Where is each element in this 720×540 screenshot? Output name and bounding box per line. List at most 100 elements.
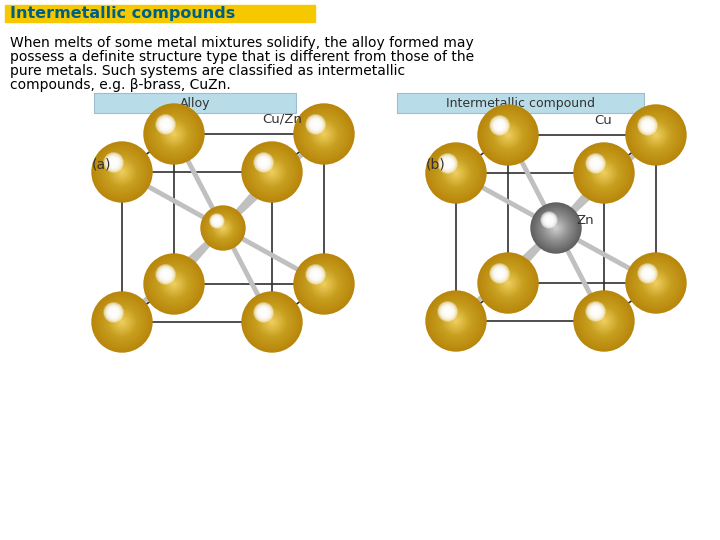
Circle shape <box>310 120 338 147</box>
Circle shape <box>538 210 574 246</box>
Circle shape <box>294 254 354 314</box>
Circle shape <box>149 109 199 159</box>
Circle shape <box>454 171 458 174</box>
Circle shape <box>448 165 464 181</box>
Circle shape <box>448 313 464 329</box>
Circle shape <box>212 215 222 226</box>
Circle shape <box>638 264 657 283</box>
Circle shape <box>149 259 199 309</box>
Circle shape <box>92 292 152 352</box>
Circle shape <box>320 131 328 137</box>
Circle shape <box>251 150 294 194</box>
Circle shape <box>215 219 219 222</box>
Circle shape <box>107 305 121 320</box>
Circle shape <box>169 129 179 139</box>
Circle shape <box>483 258 533 308</box>
Circle shape <box>579 296 629 346</box>
Circle shape <box>306 265 325 284</box>
Circle shape <box>492 266 507 281</box>
Circle shape <box>654 133 657 137</box>
Circle shape <box>256 305 271 320</box>
Circle shape <box>296 106 352 163</box>
Circle shape <box>154 264 194 304</box>
Circle shape <box>438 154 474 191</box>
Circle shape <box>269 319 275 325</box>
Circle shape <box>503 130 513 140</box>
Circle shape <box>153 262 196 306</box>
Circle shape <box>594 163 614 183</box>
Circle shape <box>500 127 516 143</box>
Circle shape <box>644 123 667 147</box>
Circle shape <box>588 156 603 171</box>
Circle shape <box>496 123 520 147</box>
Circle shape <box>439 303 456 320</box>
Circle shape <box>638 265 675 301</box>
Circle shape <box>162 121 169 128</box>
Circle shape <box>491 266 525 300</box>
Circle shape <box>438 302 474 339</box>
Circle shape <box>590 308 617 334</box>
Text: Cu: Cu <box>594 113 612 126</box>
Circle shape <box>119 168 125 176</box>
Circle shape <box>639 117 656 134</box>
Circle shape <box>162 272 186 296</box>
Circle shape <box>215 218 220 224</box>
Circle shape <box>248 148 295 195</box>
Circle shape <box>164 273 167 275</box>
Circle shape <box>264 164 280 180</box>
Circle shape <box>304 114 344 154</box>
Circle shape <box>439 155 456 172</box>
Circle shape <box>628 255 684 312</box>
Circle shape <box>301 111 347 157</box>
Circle shape <box>480 107 536 163</box>
Circle shape <box>164 124 184 144</box>
Circle shape <box>594 311 614 331</box>
Circle shape <box>639 265 656 282</box>
Circle shape <box>490 264 509 283</box>
Circle shape <box>491 265 508 282</box>
Circle shape <box>166 126 182 143</box>
Circle shape <box>161 269 171 279</box>
Circle shape <box>494 267 505 279</box>
Circle shape <box>428 145 485 201</box>
Circle shape <box>107 155 121 170</box>
Circle shape <box>110 160 134 184</box>
Circle shape <box>206 211 240 245</box>
Circle shape <box>634 113 678 157</box>
Circle shape <box>107 157 137 187</box>
Circle shape <box>438 302 457 321</box>
Circle shape <box>593 309 616 333</box>
Circle shape <box>262 312 282 332</box>
Circle shape <box>99 148 145 195</box>
Circle shape <box>431 296 481 346</box>
Text: Intermetallic compounds: Intermetallic compounds <box>10 6 235 21</box>
Circle shape <box>584 301 624 341</box>
Circle shape <box>148 107 201 161</box>
Circle shape <box>100 150 144 194</box>
Circle shape <box>251 300 294 343</box>
Circle shape <box>506 133 510 137</box>
Text: Zn: Zn <box>576 213 593 226</box>
Circle shape <box>104 154 140 190</box>
Circle shape <box>158 267 191 301</box>
Circle shape <box>159 119 189 149</box>
Circle shape <box>117 167 127 177</box>
Circle shape <box>307 266 324 283</box>
Circle shape <box>104 153 123 172</box>
Circle shape <box>551 222 562 234</box>
Circle shape <box>307 116 324 133</box>
Circle shape <box>105 154 122 171</box>
Circle shape <box>486 261 530 305</box>
Circle shape <box>315 126 333 143</box>
Circle shape <box>163 272 168 277</box>
Circle shape <box>202 207 244 249</box>
Circle shape <box>491 118 525 152</box>
Circle shape <box>589 158 619 188</box>
Circle shape <box>434 299 477 343</box>
Circle shape <box>554 227 557 229</box>
Circle shape <box>428 293 485 349</box>
Circle shape <box>603 319 606 323</box>
Circle shape <box>308 267 323 281</box>
Circle shape <box>574 291 634 351</box>
Circle shape <box>163 122 168 127</box>
